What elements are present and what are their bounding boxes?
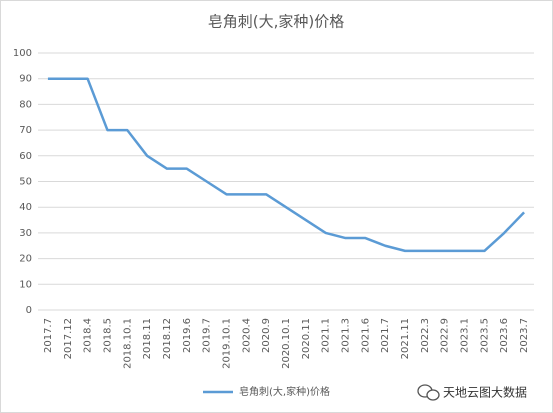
chart-title: 皂角刺(大,家种)价格 [208,13,344,31]
y-tick-label: 30 [19,228,32,239]
y-tick-label: 20 [19,254,32,265]
legend-label: 皂角刺(大,家种)价格 [239,385,330,398]
watermark: 天地云图大数据 [443,385,527,400]
x-tick-label: 2020.11 [301,318,312,359]
x-tick-label: 2020.4 [241,318,252,353]
x-tick-label: 2020.9 [261,318,272,353]
watermark-icon [417,384,440,401]
line [47,77,525,253]
y-tick-label: 90 [19,74,32,85]
x-tick-label: 2023.1 [460,318,471,353]
x-tick-label: 2021.6 [360,318,371,353]
x-tick-label: 2018.11 [142,318,153,359]
y-tick-label: 80 [19,99,32,110]
x-tick-label: 2018.12 [162,318,173,359]
x-tick-label: 2018.10.1 [122,318,133,369]
x-tick-label: 2019.7 [202,318,213,353]
y-tick-label: 50 [19,177,32,188]
y-tick-label: 40 [19,202,32,213]
x-tick-label: 2019.10.1 [221,318,232,369]
x-tick-label: 2023.5 [479,318,490,353]
y-tick-label: 10 [19,279,32,290]
x-tick-label: 2021.1 [321,318,332,353]
x-tick-label: 2019.6 [182,318,193,353]
x-tick-label: 2023.6 [499,318,510,353]
x-tick-label: 2023.7 [519,318,530,353]
x-tick-label: 2022.3 [420,318,431,353]
x-tick-label: 2017.7 [43,318,54,353]
x-tick-label: 2020.10.1 [281,318,292,369]
y-tick-label: 0 [26,305,32,316]
x-tick-label: 2021.7 [380,318,391,353]
y-tick-label: 100 [13,48,32,59]
x-tick-label: 2017.12 [63,318,74,359]
x-tick-label: 2021.3 [341,318,352,353]
x-tick-label: 2018.4 [83,318,94,353]
y-tick-label: 60 [19,151,32,162]
x-tick-label: 2018.5 [102,318,113,353]
y-tick-label: 70 [19,125,32,136]
x-tick-label: 2021.11 [400,318,411,359]
x-tick-label: 2022.9 [440,318,451,353]
